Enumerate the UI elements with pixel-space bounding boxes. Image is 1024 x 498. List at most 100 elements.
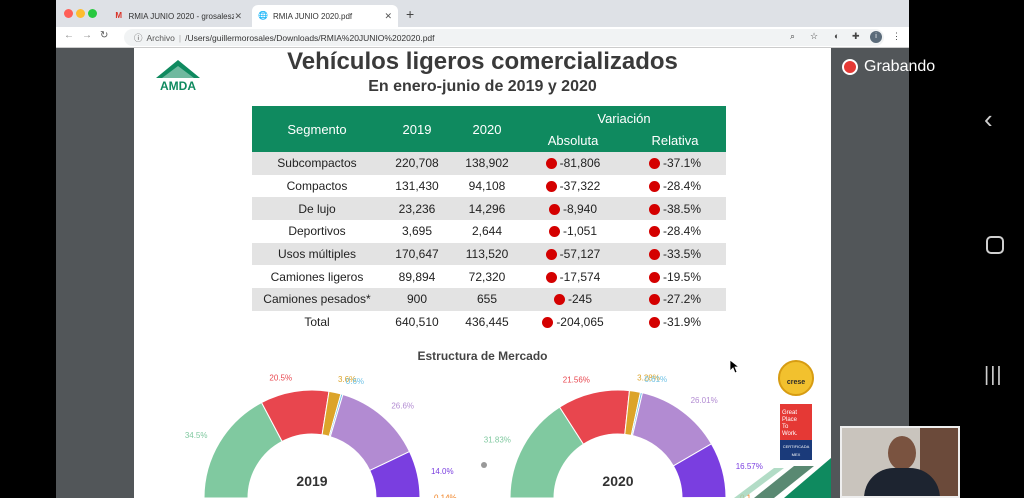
value-2020-cell: 14,296 <box>452 197 522 221</box>
value-2020-cell: 72,320 <box>452 265 522 288</box>
table-row: Usos múltiples 170,647 113,520 -57,127 -33.5… <box>252 242 726 266</box>
recording-label: Grabando <box>864 58 936 75</box>
value-2019-cell-text: 900 <box>406 292 428 307</box>
profile-avatar[interactable]: i <box>870 31 882 43</box>
value-2020-cell: 436,445 <box>452 311 522 334</box>
reload-icon[interactable]: ↻ <box>100 30 109 41</box>
browser-chrome: M RMIA JUNIO 2020 - grosalesz ✕ 🌐 RMIA J… <box>56 0 909 48</box>
table-row: Camiones ligeros 89,894 72,320 -17,574 -19.5… <box>252 265 726 288</box>
segment-cell-text: Compactos <box>286 179 348 194</box>
tab-pdf[interactable]: 🌐 RMIA JUNIO 2020.pdf ✕ <box>252 5 398 27</box>
absolute-variation-cell: -57,127 <box>522 242 624 266</box>
relative-variation-cell: -19.5% <box>624 265 726 288</box>
value-2020-cell-text: 14,296 <box>468 201 506 216</box>
pdf-viewer: AMDA Vehículos ligeros comercializados E… <box>56 48 909 498</box>
segment-cell-text: Total <box>304 315 330 330</box>
slice-label: 0.61% <box>644 375 667 384</box>
absolute-variation-cell-text: -37,322 <box>559 179 601 194</box>
tab-gmail[interactable]: M RMIA JUNIO 2020 - grosalesz ✕ <box>108 5 248 27</box>
market-structure-title: Estructura de Mercado <box>417 349 548 363</box>
gmail-icon: M <box>115 11 123 20</box>
maximize-window-button[interactable] <box>88 9 97 18</box>
page-subtitle: En enero-junio de 2019 y 2020 <box>368 78 597 95</box>
value-2019-cell: 900 <box>382 288 452 311</box>
red-status-icon <box>648 226 660 238</box>
address-bar: ← → ↻ ⓘ Archivo | /Users/guillermorosale… <box>56 27 909 48</box>
red-status-icon <box>548 203 560 215</box>
mouse-cursor <box>730 360 740 374</box>
segment-cell: Deportivos <box>252 220 382 243</box>
svg-text:AMDA: AMDA <box>160 79 196 92</box>
absolute-variation-cell: -1,051 <box>522 220 624 243</box>
relative-variation-cell-text: -28.4% <box>662 179 702 194</box>
absolute-variation-cell: -204,065 <box>522 311 624 334</box>
value-2020-cell-text: 113,520 <box>465 247 509 262</box>
extension-circle-icon[interactable]: ◐ <box>834 31 840 41</box>
red-status-icon <box>648 158 660 170</box>
slice-label: 21.56% <box>563 375 590 384</box>
header-absolute: Absoluta <box>522 129 624 152</box>
slice-label: 3.28% <box>637 374 660 383</box>
segment-cell: Compactos <box>252 175 382 198</box>
value-2020-cell: 138,902 <box>452 152 522 175</box>
absolute-variation-cell: -245 <box>522 288 624 311</box>
red-status-icon <box>553 294 565 306</box>
relative-variation-cell: -37.1% <box>624 152 726 175</box>
header-variation: Variación <box>522 106 726 129</box>
zoom-icon[interactable]: ⌕ <box>790 31 796 41</box>
slice-label: 20.5% <box>269 374 292 383</box>
value-2019-cell-text: 3,695 <box>401 224 433 239</box>
slice-label: 0.14% <box>434 494 457 498</box>
slice-label: 26.01% <box>691 396 718 405</box>
slice-label: 16.57% <box>736 462 763 471</box>
webcam-thumbnail <box>840 426 960 498</box>
red-status-icon <box>648 249 660 261</box>
absolute-variation-cell-text: -57,127 <box>559 247 601 262</box>
absolute-variation-cell-text: -204,065 <box>556 315 604 330</box>
segment-cell: De lujo <box>252 197 382 221</box>
relative-variation-cell-text: -33.5% <box>662 247 702 262</box>
new-tab-button[interactable]: + <box>406 6 415 22</box>
menu-dots-icon[interactable]: ⋮ <box>892 31 901 41</box>
svg-text:Work.: Work. <box>782 431 798 437</box>
slice-label: 0.6% <box>346 377 364 386</box>
absolute-variation-cell: -8,940 <box>522 197 624 221</box>
bookmark-star-icon[interactable]: ☆ <box>810 31 819 41</box>
value-2019-cell: 89,894 <box>382 265 452 288</box>
red-status-icon <box>542 317 554 329</box>
value-2020-cell: 2,644 <box>452 220 522 243</box>
table-row: Deportivos 3,695 2,644 -1,051 -28.4% <box>252 220 726 243</box>
donut-year-label: 2019 <box>296 473 327 489</box>
close-window-button[interactable] <box>64 9 73 18</box>
relative-variation-cell: -38.5% <box>624 197 726 221</box>
red-status-icon <box>545 271 557 283</box>
home-nav-icon[interactable] <box>986 236 1004 254</box>
donut-chart-2020: 31.83% 21.56% 3.28%0.61% 26.01% 16.57% 0.1… 20… <box>484 374 763 498</box>
segment-cell-text: Camiones ligeros <box>270 269 364 284</box>
donut-year-label: 2020 <box>602 473 633 489</box>
close-tab-icon[interactable]: ✕ <box>234 10 242 21</box>
recents-nav-icon[interactable]: ||| <box>984 364 1003 386</box>
puzzle-icon[interactable]: ✚ <box>852 31 860 41</box>
absolute-variation-cell: -81,806 <box>522 152 624 175</box>
url-field[interactable]: ⓘ Archivo | /Users/guillermorosales/Down… <box>124 29 884 46</box>
value-2019-cell: 3,695 <box>382 220 452 243</box>
value-2020-cell-text: 436,445 <box>465 315 509 330</box>
file-scheme-label: Archivo <box>146 32 175 43</box>
recording-indicator: Grabando <box>842 58 935 76</box>
relative-variation-cell-text: -28.4% <box>662 224 702 239</box>
slice-label: 14.0% <box>431 467 454 476</box>
absolute-variation-cell: -17,574 <box>522 265 624 288</box>
close-tab-icon[interactable]: ✕ <box>384 10 392 21</box>
pager-dot <box>481 462 487 468</box>
minimize-window-button[interactable] <box>76 9 85 18</box>
value-2019-cell: 220,708 <box>382 152 452 175</box>
forward-icon[interactable]: → <box>82 30 92 41</box>
pdf-page: AMDA Vehículos ligeros comercializados E… <box>134 48 831 498</box>
back-nav-icon[interactable]: ‹ <box>984 104 993 134</box>
gptw-certified-text: CERTIFICADA <box>783 444 810 449</box>
value-2020-cell: 655 <box>452 288 522 311</box>
back-icon[interactable]: ← <box>64 30 74 41</box>
value-2019-cell-text: 131,430 <box>395 179 439 194</box>
